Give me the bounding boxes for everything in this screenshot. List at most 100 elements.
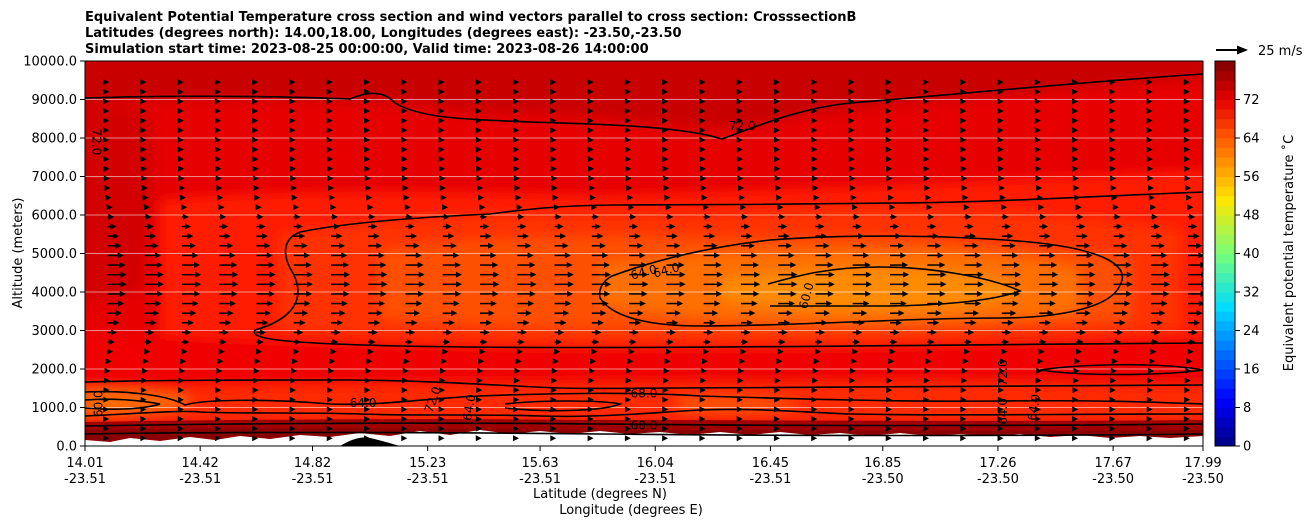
wind-vector-9-27 [439,175,446,182]
fill-band-upper-dark [85,61,1203,128]
wind-vector-7-9 [367,348,374,355]
wind-vector-28-8 [1149,358,1156,365]
colorbar-step-34 [1215,109,1235,120]
wind-vector-3-6 [215,377,222,384]
x-tick-label-lat-10: 17.99 [1184,456,1221,471]
wind-vector-13-29 [587,156,594,163]
wind-vector-10-14 [480,300,497,307]
wind-vector-13-27 [588,175,595,182]
wind-vector-2-4 [177,396,184,403]
wind-vector-1-20 [144,242,159,249]
wind-vector-26-31 [1072,136,1079,143]
colorbar-tick-label-6: 48 [1243,209,1260,224]
wind-vector-18-0 [773,435,780,442]
wind-vector-24-32 [997,127,1004,134]
wind-vector-18-21 [778,233,790,240]
wind-vector-11-23 [517,213,525,220]
wind-vector-3-15 [219,290,238,297]
terrain-island [340,437,400,446]
wind-vector-12-5 [550,387,557,394]
wind-vector-0-12 [107,319,120,326]
wind-vector-9-35 [438,98,445,105]
wind-vector-23-3 [960,406,967,413]
y-tick-label-5: 5000.0 [32,247,78,262]
wind-vector-26-18 [1076,262,1095,269]
wind-vector-0-27 [103,175,110,182]
wind-vector-29-7 [1185,367,1192,374]
wind-vector-18-15 [778,290,797,297]
wind-vector-6-27 [327,175,334,182]
wind-vector-7-12 [368,319,381,326]
wind-vector-14-12 [629,319,642,326]
wind-vector-24-27 [998,175,1005,182]
wind-vector-16-28 [699,165,706,172]
wind-vector-12-24 [553,204,560,211]
wind-vector-25-4 [1035,396,1042,403]
wind-vector-10-5 [476,387,483,394]
wind-vector-23-33 [960,117,967,124]
colorbar-tick-label-7: 56 [1243,170,1260,185]
wind-vector-17-32 [736,127,743,134]
wind-vector-21-36 [885,88,892,95]
wind-vector-16-10 [703,339,712,346]
contour-line-64-mid-loop [504,400,623,412]
wind-vector-26-1 [1072,425,1079,432]
wind-vector-29-3 [1183,406,1190,413]
wind-vector-25-26 [1036,185,1043,192]
wind-vector-8-27 [402,175,409,182]
wind-vector-15-2 [662,416,669,423]
wind-vector-7-20 [368,242,383,249]
wind-vector-8-9 [405,348,412,355]
wind-vector-28-29 [1146,156,1153,163]
wind-vector-24-0 [997,435,1004,442]
wind-vector-2-11 [181,329,192,336]
wind-vector-20-14 [852,300,870,307]
wind-vector-19-24 [814,204,821,211]
wind-vector-6-26 [328,185,335,192]
wind-vector-16-22 [703,223,713,230]
wind-vector-10-23 [480,213,488,220]
wind-vector-17-5 [737,387,744,394]
wind-vector-17-27 [737,175,744,182]
wind-vector-11-21 [517,233,529,240]
wind-vector-9-24 [442,204,449,211]
wind-vector-17-23 [740,213,748,220]
wind-vector-12-33 [550,117,557,124]
wind-vector-26-32 [1072,127,1079,134]
wind-vector-17-14 [740,300,758,307]
wind-vector-22-10 [927,339,935,346]
wind-vector-24-4 [997,396,1004,403]
wind-vector-25-16 [1039,281,1059,288]
wind-vector-2-1 [177,425,184,432]
colorbar-tick-label-3: 24 [1243,324,1260,339]
wind-vector-14-20 [629,242,644,249]
wind-vector-7-34 [363,108,370,115]
x-tick-label-lon-0: -23.51 [64,472,106,487]
wind-vector-18-29 [774,156,781,163]
wind-vector-25-0 [1034,435,1041,442]
wind-vector-28-26 [1147,185,1154,192]
wind-vector-7-37 [363,79,370,86]
wind-vector-17-13 [740,310,756,317]
wind-vector-12-13 [554,310,570,317]
wind-vector-3-12 [219,319,232,326]
wind-vector-0-33 [103,117,110,124]
wind-vector-8-31 [401,136,408,143]
wind-vector-19-7 [812,367,819,374]
wind-vector-26-20 [1076,242,1091,249]
x-tick-label-lat-1: 14.42 [182,456,219,471]
wind-vector-16-31 [699,136,706,143]
wind-vector-3-17 [219,271,239,278]
wind-vector-14-25 [627,194,634,201]
wind-vector-0-6 [103,377,110,384]
wind-vector-20-35 [848,98,855,105]
wind-vector-23-21 [964,233,977,240]
wind-vector-3-26 [216,185,223,192]
wind-vector-8-33 [401,117,408,124]
wind-vector-5-29 [289,156,296,163]
wind-vector-13-1 [587,425,594,432]
wind-vector-13-10 [591,339,600,346]
wind-vector-6-0 [326,435,333,442]
wind-vector-27-20 [1113,242,1128,249]
wind-vector-18-9 [777,348,784,355]
